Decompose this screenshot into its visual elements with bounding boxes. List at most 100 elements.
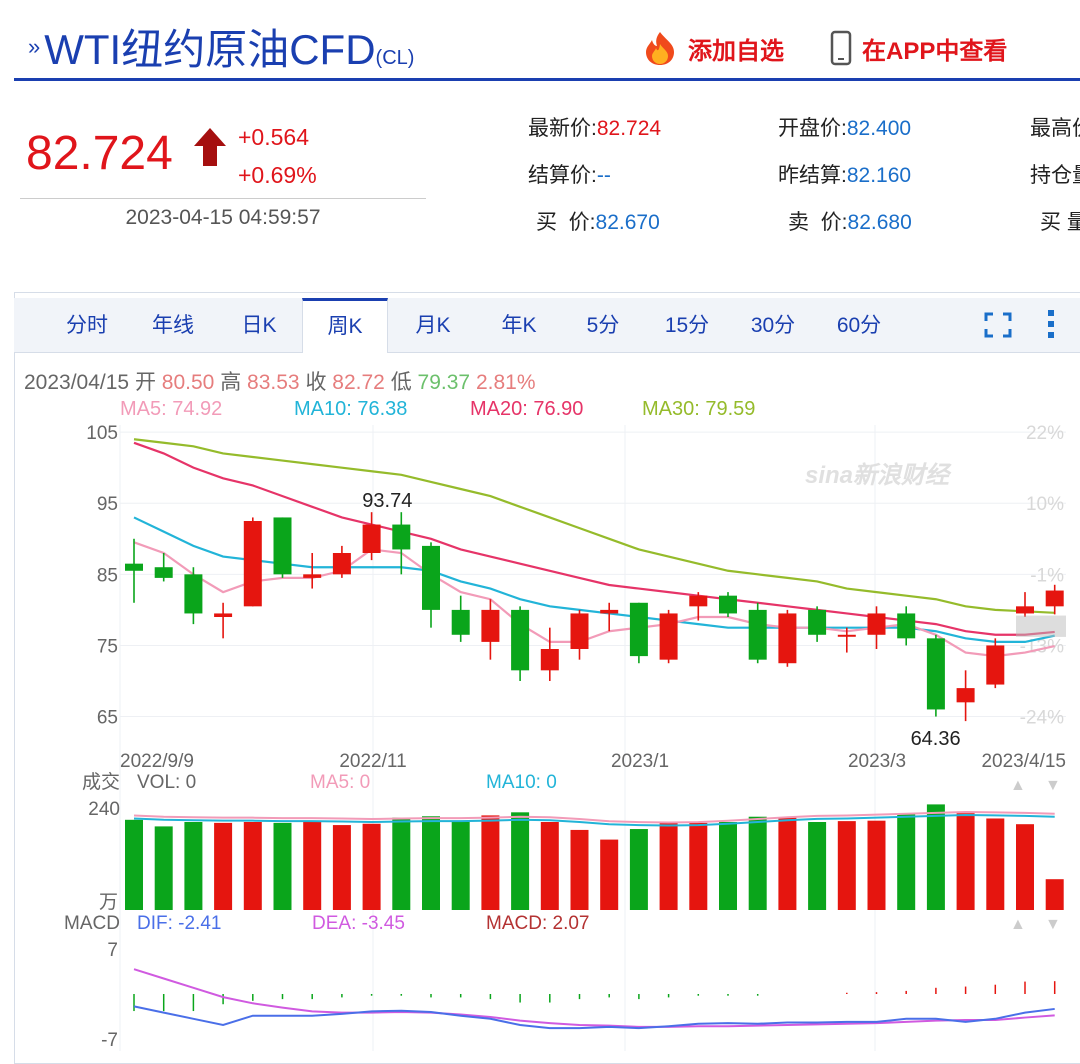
- macd-dif-line: [133, 1005, 1055, 1030]
- quote-divider: [20, 198, 426, 199]
- high-annotation: 93.74: [362, 490, 412, 512]
- volume-bar: [689, 822, 708, 910]
- ask-price-field: 卖 价:82.680: [788, 211, 912, 234]
- macd-top-label: 7: [107, 940, 118, 961]
- volume-bar: [570, 829, 589, 910]
- prev-settle-field: 昨结算:82.160: [778, 164, 912, 187]
- low-annotation: 64.36: [911, 728, 961, 750]
- tab-5min[interactable]: 5分: [586, 314, 620, 337]
- x-date-label: 2023/4/15: [981, 751, 1066, 772]
- candle-body: [600, 609, 619, 614]
- candle-body: [362, 524, 381, 553]
- candle-body: [986, 645, 1005, 685]
- scroll-up-icon: ▲: [1010, 777, 1026, 794]
- candle-body: [125, 563, 143, 571]
- bid-volume-field: 买 量: [1040, 211, 1080, 234]
- price-tick-label: 75: [97, 636, 118, 657]
- candle-body: [273, 517, 292, 575]
- add-favorite-label: 添加自选: [688, 37, 784, 65]
- volume-bar: [125, 819, 143, 910]
- pct-tick-label: 10%: [1026, 494, 1064, 515]
- x-date-label: 2023/3: [848, 751, 906, 772]
- tab-monthly-k[interactable]: 月K: [415, 314, 451, 337]
- settle-price-field: 结算价:--: [528, 164, 611, 187]
- macd-title: MACD: [64, 913, 120, 934]
- volume-bar: [184, 822, 203, 910]
- open-in-app-label: 在APP中查看: [862, 37, 1008, 65]
- volume-bar: [392, 817, 411, 910]
- tab-daily-k[interactable]: 日K: [241, 314, 277, 337]
- volume-bar: [748, 816, 767, 910]
- current-price: 82.724: [26, 127, 173, 180]
- watermark-logo: sina新浪财经: [805, 462, 952, 489]
- ma20-value: MA20: 76.90: [470, 398, 584, 420]
- symbol-code: (CL): [375, 47, 415, 69]
- macd-dea-line: [133, 968, 1055, 1028]
- volume-bar: [303, 822, 322, 910]
- volume-bar: [154, 826, 173, 910]
- candle-body: [837, 634, 856, 637]
- candle-body: [808, 609, 827, 635]
- flame-icon: [646, 32, 674, 65]
- tab-yearline[interactable]: 年线: [152, 314, 194, 337]
- quote-time: 2023-04-15 04:59:57: [125, 206, 321, 229]
- x-date-label: 2022/9/9: [120, 751, 194, 772]
- candle-body: [481, 609, 500, 642]
- fullscreen-icon[interactable]: [984, 312, 1012, 338]
- volume-bar: [451, 821, 470, 910]
- high-price-field: 最高价: [1030, 117, 1080, 140]
- macd-dea-label: DEA: -3.45: [312, 913, 405, 934]
- open-in-app-button[interactable]: 在APP中查看: [830, 30, 1007, 66]
- candle-body: [511, 609, 530, 671]
- scroll-down-icon: ▼: [1045, 777, 1061, 794]
- candle-body: [719, 595, 737, 614]
- volume-bar: [1045, 879, 1064, 910]
- candle-body: [867, 613, 886, 635]
- volume-bar: [719, 822, 737, 910]
- volume-unit-label: 万: [99, 892, 118, 913]
- tab-15min[interactable]: 15分: [664, 314, 710, 337]
- volume-bar: [778, 817, 797, 910]
- candle-body: [659, 613, 678, 660]
- add-favorite-button[interactable]: 添加自选: [640, 30, 784, 66]
- ma5-line: [133, 541, 1055, 658]
- volume-bar: [659, 822, 678, 910]
- price-change: +0.564 +0.69%: [238, 118, 317, 194]
- double-chevron-icon: »: [28, 34, 41, 59]
- volume-ma5-label: MA5: 0: [310, 772, 370, 793]
- tab-30min[interactable]: 30分: [750, 314, 796, 337]
- candle-body: [451, 609, 470, 635]
- more-menu-icon[interactable]: [1046, 308, 1056, 340]
- open-price-field: 开盘价:82.400: [778, 117, 912, 140]
- volume-top-label: 240: [88, 799, 120, 820]
- ohlc-readout: 2023/04/15 开 80.50 高 83.53 收 82.72 低 79.…: [24, 371, 536, 394]
- macd-down-icon: ▼: [1045, 916, 1061, 933]
- candle-body: [214, 613, 233, 617]
- pct-tick-label: -1%: [1030, 565, 1064, 586]
- candle-body: [570, 613, 589, 649]
- volume-ma10-line: [133, 813, 1055, 827]
- price-tick-label: 105: [86, 423, 118, 444]
- pct-tick-label: -24%: [1020, 708, 1064, 729]
- candle-body: [748, 609, 767, 660]
- volume-bar: [867, 820, 886, 910]
- candle-body: [1045, 590, 1064, 607]
- tab-60min[interactable]: 60分: [836, 314, 882, 337]
- volume-vol-label: VOL: 0: [137, 772, 196, 793]
- latest-price-field: 最新价:82.724: [528, 117, 662, 140]
- candle-body: [1016, 606, 1034, 614]
- tab-yearly-k[interactable]: 年K: [501, 314, 537, 337]
- candle-body: [422, 545, 440, 610]
- volume-bar: [897, 813, 916, 910]
- x-date-label: 2022/11: [339, 751, 406, 772]
- volume-bar: [481, 815, 500, 910]
- candle-body: [629, 602, 648, 657]
- candle-body: [956, 688, 975, 703]
- chart-tabs: 分时 年线 日K 周K 月K 年K 5分 15分 30分 60分: [14, 298, 1080, 353]
- candle-body: [540, 649, 559, 671]
- candle-body: [154, 567, 173, 578]
- ma10-value: MA10: 76.38: [294, 398, 408, 420]
- tab-intraday[interactable]: 分时: [66, 314, 108, 337]
- tab-weekly-k[interactable]: 周K: [302, 298, 388, 353]
